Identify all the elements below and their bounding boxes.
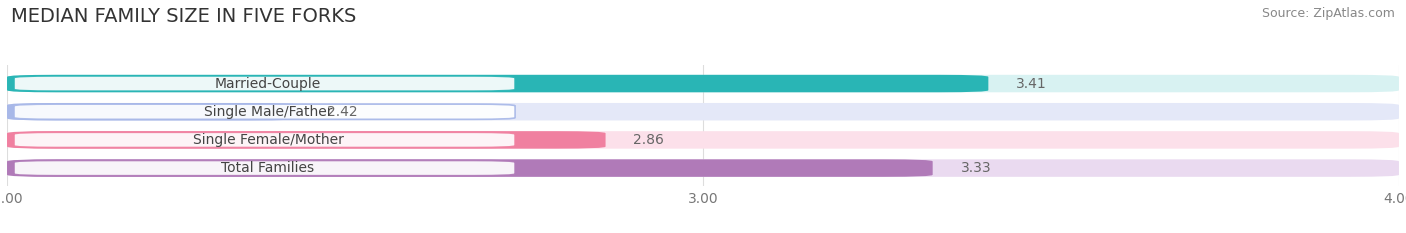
FancyBboxPatch shape	[14, 104, 515, 119]
Text: 3.33: 3.33	[960, 161, 991, 175]
FancyBboxPatch shape	[7, 159, 1399, 177]
Text: Single Male/Father: Single Male/Father	[204, 105, 332, 119]
FancyBboxPatch shape	[7, 103, 1399, 120]
FancyBboxPatch shape	[7, 75, 988, 92]
FancyBboxPatch shape	[7, 159, 932, 177]
FancyBboxPatch shape	[14, 76, 515, 91]
FancyBboxPatch shape	[7, 103, 299, 120]
FancyBboxPatch shape	[7, 131, 1399, 149]
Text: 2.86: 2.86	[633, 133, 664, 147]
FancyBboxPatch shape	[7, 75, 1399, 92]
FancyBboxPatch shape	[7, 131, 606, 149]
Text: 3.41: 3.41	[1017, 77, 1047, 91]
Text: Single Female/Mother: Single Female/Mother	[193, 133, 343, 147]
Text: Married-Couple: Married-Couple	[215, 77, 321, 91]
Text: Total Families: Total Families	[222, 161, 315, 175]
Text: 2.42: 2.42	[328, 105, 357, 119]
Text: Source: ZipAtlas.com: Source: ZipAtlas.com	[1261, 7, 1395, 20]
FancyBboxPatch shape	[14, 132, 515, 147]
Text: MEDIAN FAMILY SIZE IN FIVE FORKS: MEDIAN FAMILY SIZE IN FIVE FORKS	[11, 7, 357, 26]
FancyBboxPatch shape	[14, 161, 515, 176]
